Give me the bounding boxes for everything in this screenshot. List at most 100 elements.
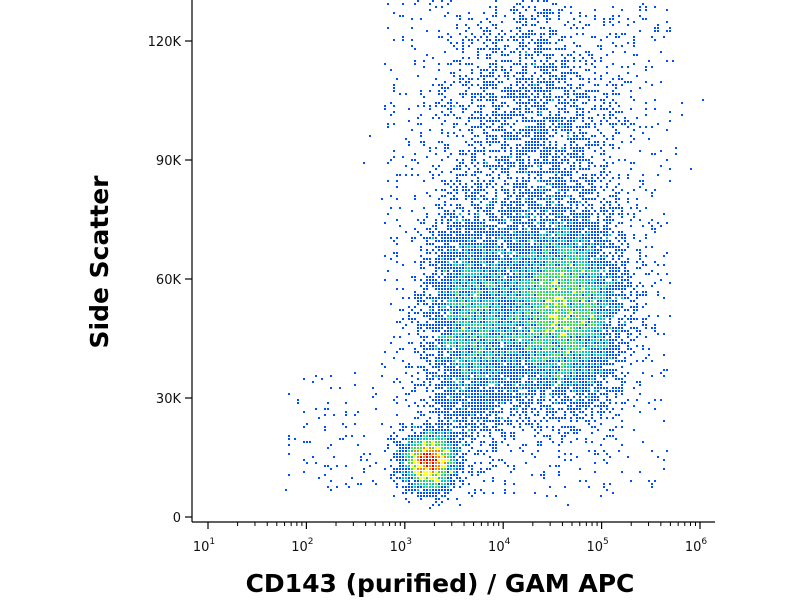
event-dot	[585, 261, 587, 263]
event-dot	[513, 216, 515, 218]
event-dot	[543, 189, 545, 191]
event-dot	[561, 351, 563, 353]
event-dot	[471, 408, 473, 410]
event-dot	[513, 336, 515, 338]
event-dot	[498, 258, 500, 260]
event-dot	[579, 294, 581, 296]
event-dot	[597, 270, 599, 272]
event-dot	[642, 174, 644, 176]
event-dot	[636, 198, 638, 200]
event-dot	[555, 330, 557, 332]
event-dot	[483, 378, 485, 380]
event-dot	[564, 249, 566, 251]
event-dot	[495, 282, 497, 284]
event-dot	[552, 279, 554, 281]
event-dot	[540, 285, 542, 287]
event-dot	[534, 300, 536, 302]
event-dot	[384, 108, 386, 110]
event-dot	[591, 357, 593, 359]
event-dot	[588, 276, 590, 278]
event-dot	[501, 408, 503, 410]
event-dot	[474, 324, 476, 326]
event-dot	[408, 486, 410, 488]
event-dot	[474, 438, 476, 440]
event-dot	[477, 336, 479, 338]
event-dot	[579, 237, 581, 239]
event-dot	[501, 435, 503, 437]
event-dot	[456, 252, 458, 254]
event-dot	[489, 333, 491, 335]
event-dot	[474, 228, 476, 230]
event-dot	[504, 348, 506, 350]
event-dot	[513, 321, 515, 323]
event-dot	[543, 327, 545, 329]
event-dot	[441, 453, 443, 455]
event-dot	[465, 333, 467, 335]
event-dot	[495, 366, 497, 368]
event-dot	[516, 225, 518, 227]
event-dot	[480, 408, 482, 410]
event-dot	[405, 324, 407, 326]
event-dot	[432, 444, 434, 446]
event-dot	[513, 342, 515, 344]
event-dot	[588, 369, 590, 371]
event-dot	[429, 396, 431, 398]
event-dot	[471, 342, 473, 344]
event-dot	[474, 282, 476, 284]
event-dot	[567, 396, 569, 398]
event-dot	[435, 483, 437, 485]
event-dot	[549, 333, 551, 335]
event-dot	[417, 456, 419, 458]
event-dot	[552, 297, 554, 299]
event-dot	[561, 306, 563, 308]
event-dot	[420, 438, 422, 440]
event-dot	[585, 210, 587, 212]
event-dot	[420, 426, 422, 428]
event-dot	[561, 408, 563, 410]
event-dot	[468, 213, 470, 215]
event-dot	[588, 342, 590, 344]
event-dot	[552, 333, 554, 335]
event-dot	[627, 297, 629, 299]
event-dot	[531, 354, 533, 356]
event-dot	[573, 294, 575, 296]
event-dot	[492, 480, 494, 482]
event-dot	[444, 441, 446, 443]
event-dot	[597, 291, 599, 293]
event-dot	[588, 351, 590, 353]
event-dot	[510, 345, 512, 347]
event-dot	[429, 195, 431, 197]
event-dot	[558, 339, 560, 341]
event-dot	[618, 267, 620, 269]
event-dot	[558, 270, 560, 272]
event-dot	[567, 333, 569, 335]
event-dot	[537, 297, 539, 299]
event-dot	[474, 378, 476, 380]
event-dot	[459, 468, 461, 470]
event-dot	[432, 459, 434, 461]
event-dot	[426, 465, 428, 467]
event-dot	[540, 180, 542, 182]
event-dot	[585, 288, 587, 290]
event-dot	[561, 333, 563, 335]
event-dot	[546, 228, 548, 230]
event-dot	[507, 357, 509, 359]
event-dot	[447, 219, 449, 221]
event-dot	[522, 258, 524, 260]
event-dot	[630, 282, 632, 284]
event-dot	[585, 438, 587, 440]
event-dot	[468, 276, 470, 278]
event-dot	[528, 372, 530, 374]
event-dot	[474, 153, 476, 155]
event-dot	[573, 339, 575, 341]
event-dot	[594, 285, 596, 287]
event-dot	[558, 384, 560, 386]
event-dot	[438, 498, 440, 500]
event-dot	[438, 477, 440, 479]
event-dot	[426, 483, 428, 485]
event-dot	[471, 396, 473, 398]
event-dot	[429, 486, 431, 488]
event-dot	[492, 321, 494, 323]
event-dot	[447, 324, 449, 326]
event-dot	[492, 264, 494, 266]
